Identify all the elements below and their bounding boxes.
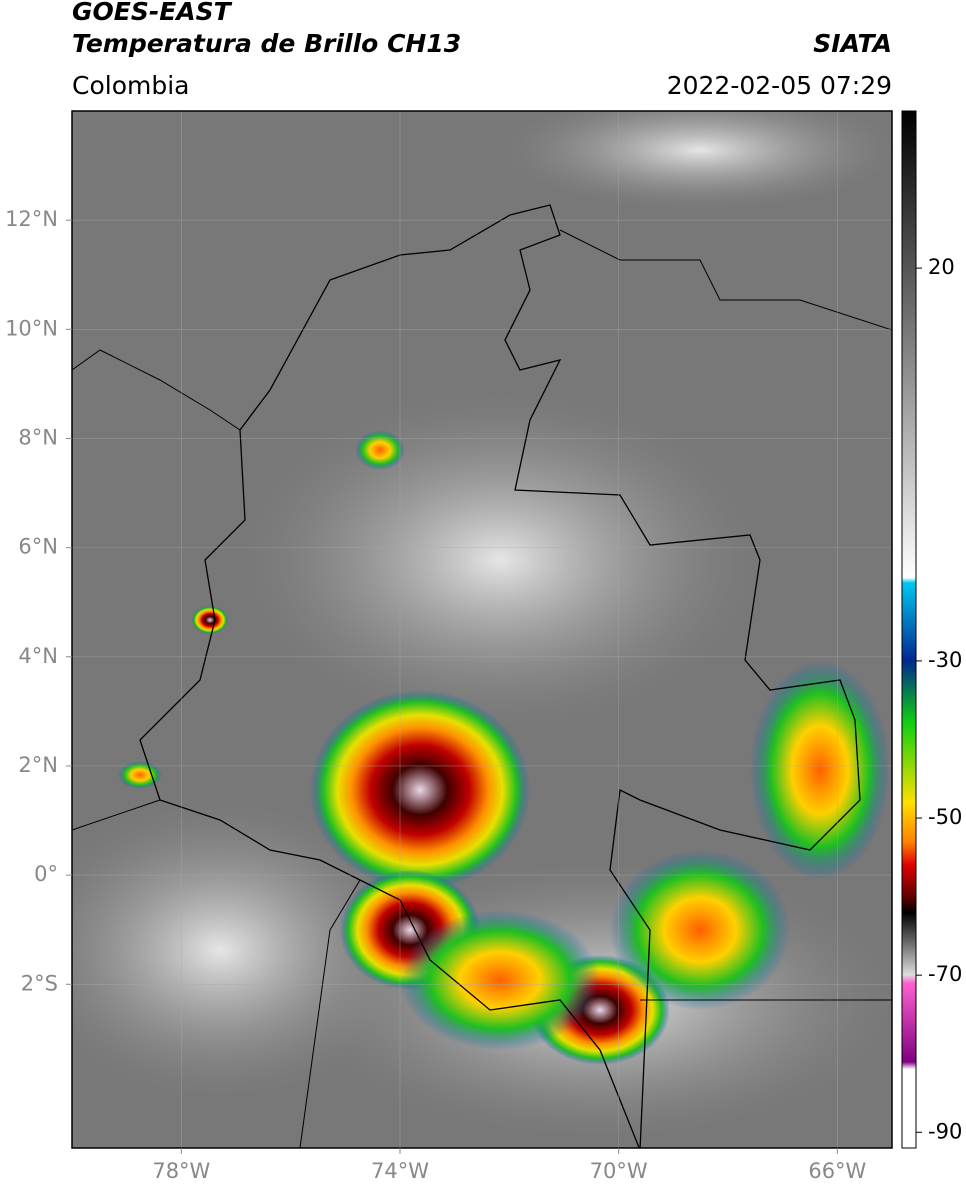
subtitle: Temperatura de Brillo CH13 <box>72 29 461 58</box>
y-tick-label: 4°N <box>18 644 58 668</box>
y-tick-label: 2°N <box>18 753 58 777</box>
x-tick-label: 78°W <box>152 1159 210 1183</box>
y-tick-label: 10°N <box>5 316 58 340</box>
colorbar <box>901 110 917 1149</box>
colorbar-tick-label: 20 <box>928 255 955 279</box>
x-tick-label: 66°W <box>808 1159 866 1183</box>
y-tick-label: 8°N <box>18 425 58 449</box>
map-frame <box>71 110 893 1149</box>
x-tick-label: 74°W <box>371 1159 429 1183</box>
colorbar-tick-label: -30 <box>928 648 962 672</box>
colorbar-tick-label: -50 <box>928 805 962 829</box>
graticule <box>72 111 892 1148</box>
region: Colombia <box>72 71 189 100</box>
y-tick-label: 6°N <box>18 535 58 559</box>
y-tick-label: 0° <box>34 862 58 886</box>
satellite-image <box>72 111 892 1148</box>
colorbar-tick-label: -90 <box>928 1119 962 1143</box>
title: GOES-EAST <box>72 0 233 26</box>
source: SIATA <box>813 29 892 58</box>
colorbar-tick-label: -70 <box>928 962 962 986</box>
x-tick-label: 70°W <box>590 1159 648 1183</box>
y-tick-label: 2°S <box>21 971 58 995</box>
y-tick-label: 12°N <box>5 207 58 231</box>
datetime: 2022-02-05 07:29 <box>667 71 892 100</box>
